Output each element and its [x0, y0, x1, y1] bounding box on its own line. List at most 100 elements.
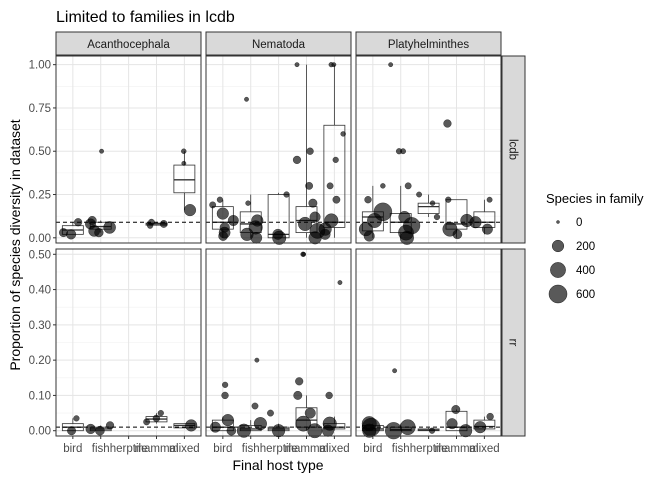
data-point [216, 207, 229, 220]
data-point [429, 200, 436, 206]
data-point [325, 391, 333, 400]
data-point [308, 198, 318, 208]
data-point [181, 160, 187, 166]
data-point [399, 230, 414, 245]
panel-acanthocephala-lcdb: 0.00 0.25 0.50 0.75 1.00 [29, 55, 202, 245]
legend-key [550, 262, 566, 278]
data-point [326, 182, 334, 190]
box-mixed [323, 124, 346, 228]
x-tick-label: bird [213, 443, 232, 455]
data-point [147, 222, 154, 229]
data-point [272, 230, 287, 245]
data-point [481, 223, 493, 235]
data-point [459, 424, 473, 438]
data-point [227, 215, 239, 226]
data-point [337, 280, 343, 285]
data-point [332, 156, 339, 163]
facet-strip-label: Nematoda [252, 39, 306, 51]
legend-key [548, 284, 568, 304]
legend-label: 200 [576, 241, 595, 253]
x-tick-label: mammal [434, 443, 478, 455]
data-point [250, 231, 263, 244]
x-tick-label: mixed [469, 443, 500, 455]
x-tick-label: herptile [260, 443, 298, 455]
data-point [364, 196, 372, 204]
data-point [392, 368, 397, 374]
facet-strip-nematoda [205, 31, 352, 56]
data-point [400, 148, 406, 155]
data-point [304, 407, 316, 419]
panel-border [355, 248, 502, 437]
y-tick-label: 0.25 [29, 190, 51, 202]
y-tick-label: 0.20 [29, 355, 51, 367]
data-point [226, 425, 237, 436]
legend-label: 400 [576, 265, 595, 277]
data-point [159, 220, 168, 228]
legend-label: 600 [576, 289, 595, 301]
data-point [222, 381, 229, 388]
data-point [380, 183, 386, 189]
panel-platyhelminthes-lcdb [355, 55, 502, 245]
y-tick-label: 0.40 [29, 285, 51, 297]
data-point [67, 426, 76, 436]
data-point [209, 201, 217, 209]
data-point [332, 195, 341, 204]
data-point [319, 228, 331, 240]
data-point [486, 196, 493, 203]
y-axis-title: Proportion of species diversity in datas… [7, 119, 23, 370]
data-point [293, 390, 303, 400]
panel-border [55, 248, 202, 437]
x-tick-label: fish [392, 443, 410, 455]
data-point [305, 181, 313, 190]
data-point [185, 419, 198, 432]
x-tick-label: mammal [284, 443, 328, 455]
x-tick-label: bird [63, 443, 82, 455]
data-point [416, 191, 422, 198]
box-herptile [417, 202, 440, 214]
data-point [103, 221, 116, 234]
legend-key [556, 220, 560, 224]
data-point [253, 417, 267, 431]
data-point [309, 211, 321, 223]
data-point [445, 196, 452, 203]
data-point [367, 213, 382, 228]
facet-strip-label: Acanthocephala [87, 39, 170, 51]
box-mixed [173, 164, 196, 194]
data-point [221, 414, 234, 427]
y-tick-label: 0.10 [29, 390, 51, 402]
data-point [105, 421, 115, 430]
x-tick-label: fish [242, 443, 260, 455]
y-tick-label: 0.75 [29, 103, 51, 115]
legend-key [551, 239, 565, 253]
data-point [221, 391, 229, 400]
data-point [451, 405, 461, 414]
box-bird [361, 211, 384, 232]
y-tick-label: 0.50 [29, 146, 51, 158]
data-point [99, 148, 104, 154]
x-tick-label: mixed [169, 443, 200, 455]
legend-title: Species in family [546, 191, 644, 206]
data-point [272, 424, 286, 438]
panel-border [355, 55, 502, 244]
size-legend: Species in family 0 200 400 600 [546, 191, 644, 304]
data-point [486, 412, 494, 421]
panel-border [55, 55, 202, 244]
data-point [295, 377, 304, 386]
data-point [236, 423, 251, 438]
data-point [218, 231, 228, 241]
facet-strip-label: rr [507, 339, 519, 347]
facet-strip-platyhelminthes [355, 31, 502, 56]
y-tick-label: 0.30 [29, 320, 51, 332]
chart-title: Limited to families in lcdb [56, 9, 235, 26]
data-point [216, 196, 224, 203]
data-point [94, 228, 104, 238]
y-tick-label: 1.00 [29, 60, 51, 72]
data-point [85, 423, 96, 434]
facet-panels: Acanthocephala Nematoda Platyhelminthes lcd… [29, 31, 526, 455]
panel-acanthocephala-rr: 0.00 0.10 0.20 0.30 0.40 0.50 bird fish herptile… [29, 248, 202, 455]
data-point [321, 424, 335, 437]
data-point [73, 415, 80, 422]
facet-strip-lcdb [501, 55, 526, 244]
data-point [433, 213, 441, 221]
